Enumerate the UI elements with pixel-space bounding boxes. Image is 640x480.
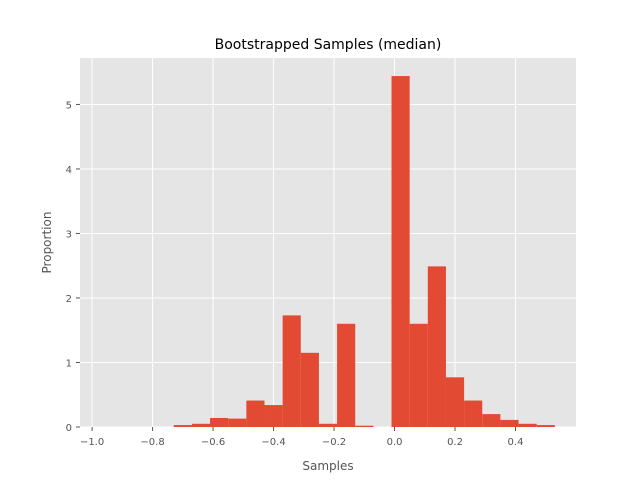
histogram-bar (191, 423, 211, 427)
chart-title: Bootstrapped Samples (median) (215, 37, 442, 53)
x-tick-label: 0.4 (508, 437, 524, 448)
plot-background (80, 58, 576, 427)
x-axis-label: Samples (302, 459, 353, 473)
x-tick-label: −0.4 (261, 437, 285, 448)
x-tick-label: 0.2 (447, 437, 463, 448)
histogram-bar (318, 423, 338, 427)
x-tick-label: 0.0 (387, 437, 403, 448)
histogram-bar (482, 414, 501, 427)
y-tick-label: 0 (66, 423, 72, 434)
y-axis-ticks: 0 1 2 3 4 5 (66, 100, 80, 434)
x-axis-ticks: −1.0 −0.8 −0.6 −0.4 −0.2 0.0 0.2 0.4 (80, 427, 524, 448)
histogram-bar (464, 400, 483, 427)
y-axis-label: Proportion (40, 212, 54, 274)
histogram-bar (536, 425, 555, 427)
x-tick-label: −0.6 (201, 437, 225, 448)
y-tick-label: 4 (66, 165, 72, 176)
x-tick-label: −0.2 (322, 437, 346, 448)
y-tick-label: 3 (66, 229, 72, 240)
y-tick-label: 2 (66, 294, 72, 305)
histogram-bar (391, 76, 410, 428)
x-tick-label: −0.8 (140, 437, 164, 448)
histogram-bar (228, 418, 247, 427)
histogram-bar (409, 323, 428, 427)
histogram-bar (300, 352, 319, 427)
histogram-bar (264, 405, 283, 427)
histogram-bar (210, 417, 229, 427)
histogram-bars (173, 76, 555, 428)
histogram-bar (355, 425, 374, 427)
y-tick-label: 5 (66, 100, 72, 111)
y-tick-label: 1 (66, 358, 72, 369)
x-tick-label: −1.0 (80, 437, 104, 448)
histogram-bar (173, 425, 192, 427)
histogram-bar (246, 400, 265, 427)
histogram-bar (445, 377, 465, 427)
histogram-bar (282, 315, 301, 427)
histogram-bar (427, 266, 446, 427)
histogram-bar (337, 323, 356, 427)
histogram-bar (518, 423, 537, 427)
histogram-bar (500, 419, 519, 427)
